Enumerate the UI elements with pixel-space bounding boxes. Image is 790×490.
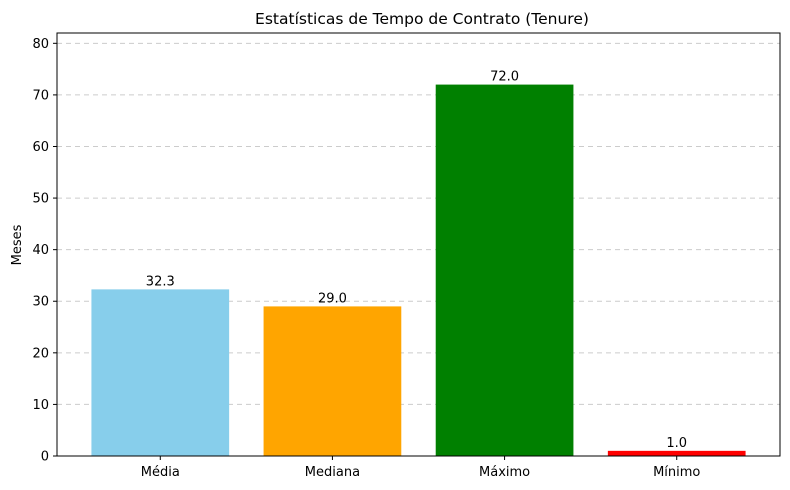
y-axis-label: Meses [10, 224, 25, 265]
data-label-0: 32.3 [146, 274, 175, 289]
y-tick-label: 60 [32, 140, 49, 155]
y-tick-label: 40 [32, 243, 49, 258]
bar-2 [435, 84, 574, 457]
y-tick-label: 20 [32, 346, 49, 361]
x-tick-label: Máximo [479, 465, 530, 480]
x-tick-label: Mediana [305, 465, 360, 480]
data-label-3: 1.0 [666, 436, 687, 451]
chart-title: Estatísticas de Tempo de Contrato (Tenur… [255, 10, 589, 28]
y-tick-label: 50 [32, 192, 49, 207]
y-tick-label: 70 [32, 88, 49, 103]
plot-frame [56, 32, 781, 457]
y-tick-label: 0 [41, 450, 49, 465]
bar-0 [91, 289, 230, 456]
data-label-1: 29.0 [318, 291, 347, 306]
axes: 0 10 20 30 40 50 60 70 80 Média Mediana Máximo Mínim… [32, 32, 781, 480]
x-tick-label: Média [141, 465, 180, 480]
bar-1 [263, 306, 402, 456]
bars [91, 84, 746, 457]
y-tick-label: 80 [32, 37, 49, 52]
data-label-2: 72.0 [490, 70, 519, 85]
x-tick-label: Mínimo [653, 465, 700, 480]
bar-3 [607, 450, 746, 456]
data-labels: 32.3 29.0 72.0 1.0 [146, 70, 687, 451]
y-tick-label: 30 [32, 295, 49, 310]
y-tick-label: 10 [32, 398, 49, 413]
